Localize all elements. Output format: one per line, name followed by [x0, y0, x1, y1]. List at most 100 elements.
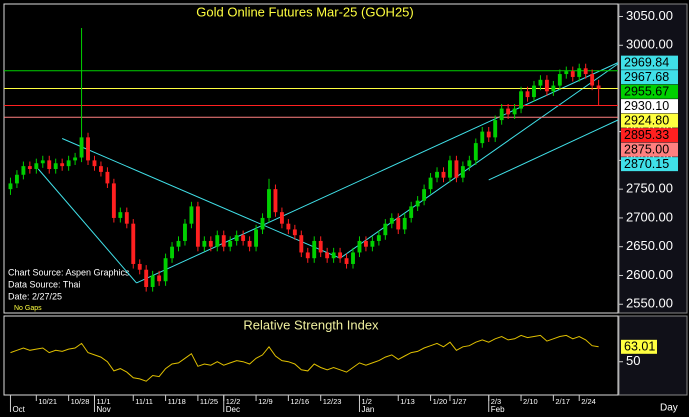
rsi-panel	[3, 315, 619, 396]
candle-body	[325, 252, 330, 259]
candle-body	[137, 263, 142, 270]
candle-body	[150, 275, 155, 287]
candle-body	[422, 189, 427, 201]
y-tick-label: 3050.00	[626, 8, 673, 23]
month-label: Oct	[12, 405, 25, 414]
x-tick-label: 11/25	[200, 397, 218, 406]
price-tag	[621, 84, 678, 99]
candle-body	[532, 85, 536, 98]
price-tag-label: 2895.33	[624, 128, 669, 142]
candle-body	[557, 74, 562, 86]
candle-body	[40, 160, 45, 164]
y-tick-label: 50	[626, 353, 640, 368]
candle-body	[21, 166, 26, 175]
candle-body	[131, 223, 136, 264]
candle-body	[577, 68, 582, 77]
candle-body	[409, 206, 414, 218]
candle-body	[228, 240, 233, 247]
price-tag-label: 2969.84	[624, 55, 669, 69]
candle-body	[267, 189, 271, 218]
source-note: Data Source: Thai	[8, 279, 80, 289]
x-tick-label: 2/3	[491, 397, 501, 406]
candle-body	[551, 85, 556, 92]
x-tick-label: 12/9	[258, 397, 273, 406]
candle-body	[351, 252, 355, 264]
x-tick-label: 12/16	[290, 397, 309, 406]
x-tick-label: 1/2	[361, 397, 371, 406]
gap-note: No Gaps	[14, 305, 42, 312]
chart-title: Gold Online Futures Mar-25 (GOH25)	[196, 4, 413, 19]
candle-body	[60, 163, 65, 167]
candle-body	[331, 252, 336, 259]
candle-body	[441, 171, 446, 178]
x-tick-label: 2/10	[523, 397, 538, 406]
candle-body	[454, 160, 459, 178]
candle-body	[124, 212, 129, 224]
candle-body	[292, 229, 297, 236]
trendline	[61, 138, 341, 259]
price-tag	[621, 99, 678, 114]
x-tick-label: 12/23	[323, 397, 342, 406]
price-tag	[621, 70, 678, 85]
candle-body	[279, 212, 284, 224]
month-label: Dec	[226, 405, 240, 414]
candle-body	[176, 240, 181, 247]
candle-body	[47, 160, 52, 170]
candle-body	[448, 160, 452, 178]
candle-body	[486, 131, 491, 138]
candle-body	[415, 200, 420, 207]
candle-body	[376, 235, 381, 241]
x-tick-label: 1/20	[433, 397, 448, 406]
candle-body	[512, 108, 517, 115]
candle-body	[27, 166, 32, 170]
x-tick-label: 11/11	[135, 397, 153, 406]
candle-body	[99, 166, 103, 172]
x-tick-label: 1/27	[452, 397, 467, 406]
candle-body	[590, 74, 595, 86]
candle-body	[525, 91, 530, 98]
y-tick-label: 2550.00	[626, 296, 673, 311]
candle-body	[499, 108, 504, 121]
candle-body	[189, 206, 194, 224]
candle-body	[273, 189, 278, 213]
month-label: Feb	[491, 405, 505, 414]
candle-body	[79, 137, 84, 158]
candle-body	[564, 71, 569, 75]
candle-body	[144, 269, 149, 287]
candle-body	[86, 137, 90, 161]
candle-body	[312, 240, 317, 259]
candle-body	[467, 160, 472, 167]
candle-body	[480, 131, 485, 144]
candle-body	[157, 275, 162, 282]
x-tick-label: 10/21	[38, 397, 57, 406]
price-tag-label: 2870.15	[624, 157, 669, 171]
candle-body	[428, 177, 433, 190]
rsi-axis-area	[618, 315, 688, 396]
candle-body	[344, 258, 349, 264]
candle-body	[370, 240, 375, 247]
candle-body	[215, 235, 220, 247]
candle-body	[583, 68, 588, 75]
month-label: Jan	[361, 405, 374, 414]
y-tick-label: 2750.00	[626, 181, 673, 196]
candle-body	[338, 252, 343, 259]
candle-body	[435, 171, 439, 178]
x-tick-label: 2/24	[581, 397, 596, 406]
candle-body	[260, 217, 265, 230]
rsi-tag-label: 63.01	[624, 340, 655, 354]
candle-body	[195, 206, 200, 247]
candle-body	[460, 166, 465, 178]
candle-body	[73, 157, 78, 161]
candle-body	[396, 217, 401, 230]
candle-body	[357, 240, 362, 253]
candle-body	[118, 212, 123, 218]
price-tag-label: 2924.80	[624, 113, 669, 127]
candle-body	[299, 235, 304, 253]
candle-body	[493, 120, 498, 138]
candle-body	[34, 163, 39, 170]
candle-body	[383, 223, 388, 236]
x-tick-label: 12/2	[226, 397, 241, 406]
trendline	[488, 119, 619, 181]
x-tick-label: 2/17	[555, 397, 570, 406]
candle-body	[286, 223, 291, 230]
